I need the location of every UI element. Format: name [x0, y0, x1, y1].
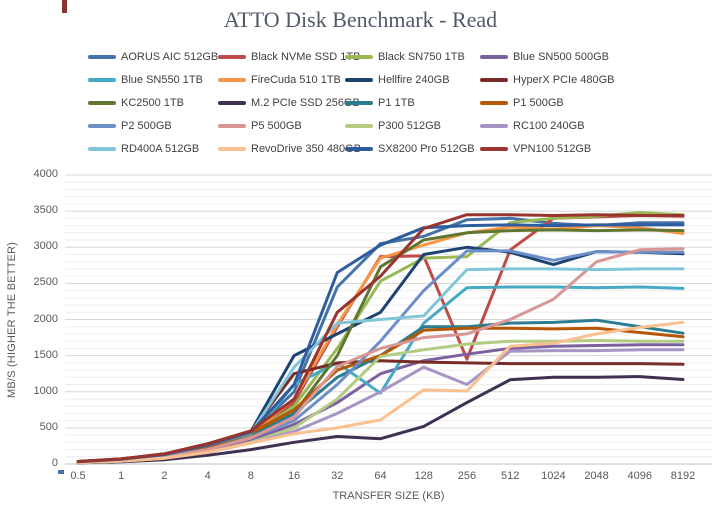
x-tick-label: 32: [331, 470, 344, 482]
y-tick-label: 1000: [33, 384, 58, 397]
legend-label: Black SN750 1TB: [378, 51, 465, 63]
legend-item: RevoDrive 350 480GB: [218, 143, 361, 155]
y-tick-label: 2500: [33, 276, 58, 289]
legend-swatch: [345, 78, 373, 82]
legend-item: P2 500GB: [88, 120, 172, 132]
legend-label: Black NVMe SSD 1TB: [251, 51, 361, 63]
x-tick-label: 1: [118, 470, 125, 482]
legend-swatch: [480, 147, 508, 151]
legend-swatch: [218, 124, 246, 128]
legend-swatch: [480, 124, 508, 128]
legend-swatch: [345, 147, 373, 151]
legend-swatch: [218, 55, 246, 59]
x-tick-label: 8192: [670, 470, 696, 482]
y-tick-label: 2000: [33, 312, 58, 325]
legend-label: M.2 PCIe SSD 256GB: [251, 97, 360, 109]
y-tick-label: 500: [39, 420, 58, 433]
legend-label: HyperX PCIe 480GB: [513, 74, 615, 86]
series-line-m-2-pcie-ssd-256gb: [76, 375, 685, 465]
legend-label: Hellfire 240GB: [378, 74, 450, 86]
legend-label: SX8200 Pro 512GB: [378, 143, 475, 155]
legend-swatch: [345, 124, 373, 128]
legend-swatch: [218, 147, 246, 151]
legend-label: P1 1TB: [378, 97, 415, 109]
legend-item: RD400A 512GB: [88, 143, 199, 155]
series-line-p5-500gb: [76, 247, 685, 464]
legend-swatch: [88, 124, 116, 128]
legend-swatch: [218, 101, 246, 105]
x-axis-title: TRANSFER SIZE (KB): [332, 490, 445, 502]
series-line-p300-512gb: [76, 339, 685, 465]
legend-swatch: [88, 101, 116, 105]
legend-swatch: [88, 147, 116, 151]
x-tick-label: 8: [247, 470, 254, 482]
y-tick-label: 3000: [33, 240, 58, 253]
legend-label: RevoDrive 350 480GB: [251, 143, 362, 155]
legend-label: RD400A 512GB: [121, 143, 200, 155]
legend-swatch: [345, 55, 373, 59]
chart-title: ATTO Disk Benchmark - Read: [223, 7, 498, 32]
x-tick-label: 1024: [541, 470, 566, 482]
legend-label: Blue SN550 1TB: [121, 74, 203, 86]
screen-artifact: [58, 470, 64, 474]
legend-swatch: [218, 78, 246, 82]
x-tick-label: 2048: [584, 470, 609, 482]
legend-item: FireCuda 510 1TB: [218, 74, 341, 86]
legend-item: P300 512GB: [345, 120, 441, 132]
y-tick-label: 4000: [33, 168, 58, 180]
legend-label: P300 512GB: [378, 120, 441, 132]
legend-item: P1 500GB: [480, 97, 564, 109]
y-axis-title: MB/S (HIGHER THE BETTER): [6, 241, 18, 398]
legend-item: P5 500GB: [218, 120, 302, 132]
legend-item: AORUS AIC 512GB: [88, 51, 218, 63]
series-line-revodrive-350-480gb: [76, 320, 685, 465]
legend-item: Blue SN500 500GB: [480, 51, 609, 63]
x-tick-label: 256: [457, 470, 477, 482]
legend-item: KC2500 1TB: [88, 97, 184, 109]
legend-label: P1 500GB: [513, 97, 564, 109]
x-tick-label: 128: [414, 470, 433, 482]
legend-swatch: [480, 78, 508, 82]
y-tick-label: 3500: [33, 204, 58, 217]
legend-label: AORUS AIC 512GB: [121, 51, 219, 63]
legend-label: FireCuda 510 1TB: [251, 74, 341, 86]
legend-item: Hellfire 240GB: [345, 74, 450, 86]
legend-item: M.2 PCIe SSD 256GB: [218, 97, 360, 109]
legend: AORUS AIC 512GB Black NVMe SSD 1TB Black S…: [0, 0, 721, 165]
x-tick-label: 16: [287, 470, 301, 482]
x-tick-label: 64: [374, 470, 387, 482]
legend-label: KC2500 1TB: [121, 97, 184, 109]
y-tick-label: 0: [51, 457, 58, 469]
series-line-black-sn750-1tb: [76, 211, 685, 464]
legend-swatch: [345, 101, 373, 105]
legend-item: Blue SN550 1TB: [88, 74, 203, 86]
legend-swatch: [480, 101, 508, 105]
x-tick-label: 4: [204, 470, 211, 482]
legend-label: RC100 240GB: [513, 120, 585, 132]
legend-swatch: [480, 55, 508, 59]
series-line-vpn100-512gb: [76, 213, 685, 463]
x-tick-label: 0.5: [70, 470, 86, 482]
legend-label: P5 500GB: [251, 120, 302, 132]
legend-item: SX8200 Pro 512GB: [345, 143, 475, 155]
series-line-firecuda-510-1tb: [76, 224, 685, 464]
legend-item: Black SN750 1TB: [345, 51, 465, 63]
legend-item: Black NVMe SSD 1TB: [218, 51, 360, 63]
legend-label: Blue SN500 500GB: [513, 51, 610, 63]
legend-item: HyperX PCIe 480GB: [480, 74, 615, 86]
y-tick-label: 1500: [33, 348, 58, 361]
legend-swatch: [88, 78, 116, 82]
legend-label: VPN100 512GB: [513, 143, 592, 155]
legend-label: P2 500GB: [121, 120, 172, 132]
legend-item: P1 1TB: [345, 97, 415, 109]
legend-swatch: [88, 55, 116, 59]
legend-item: RC100 240GB: [480, 120, 585, 132]
screen-artifact: [62, 0, 67, 13]
x-tick-label: 4096: [627, 470, 653, 482]
x-tick-label: 2: [161, 470, 168, 482]
x-tick-label: 512: [500, 470, 520, 482]
legend-item: VPN100 512GB: [480, 143, 591, 155]
